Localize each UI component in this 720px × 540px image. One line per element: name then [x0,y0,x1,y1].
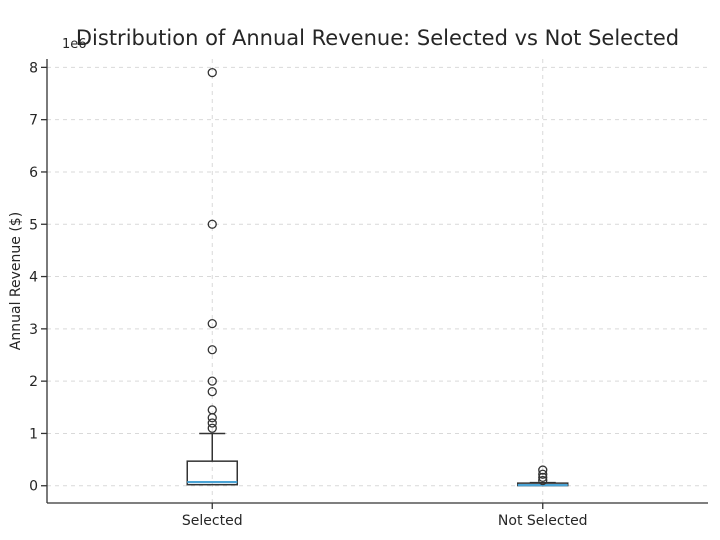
y-tick-label: 0 [29,479,38,495]
outlier-point [207,376,217,386]
outlier-point [207,345,217,355]
outlier-point [207,405,217,415]
y-tick-label: 4 [29,270,38,286]
y-axis-offset-text: 1e6 [62,37,87,52]
outlier-point [207,423,217,433]
chart-title: Distribution of Annual Revenue: Selected… [75,26,680,50]
y-tick-label: 6 [29,165,38,181]
outlier-point [538,465,548,475]
y-tick-label: 3 [29,322,38,338]
x-tick-label: Not Selected [498,513,588,529]
box-rect [186,460,238,486]
outlier-point [207,386,217,397]
y-tick-label: 7 [29,113,38,129]
x-tick-label: Selected [182,513,243,529]
outlier-point [207,67,217,78]
y-tick-label: 5 [29,217,38,233]
outlier-point [207,219,217,229]
y-tick-label: 1 [29,426,38,442]
outlier-point [538,469,548,479]
outlier-point [538,472,548,483]
outlier-point [538,475,548,486]
y-tick-label: 8 [29,60,38,76]
outlier-point [207,418,217,428]
outlier-point [207,318,217,329]
y-tick-label: 2 [29,374,38,390]
